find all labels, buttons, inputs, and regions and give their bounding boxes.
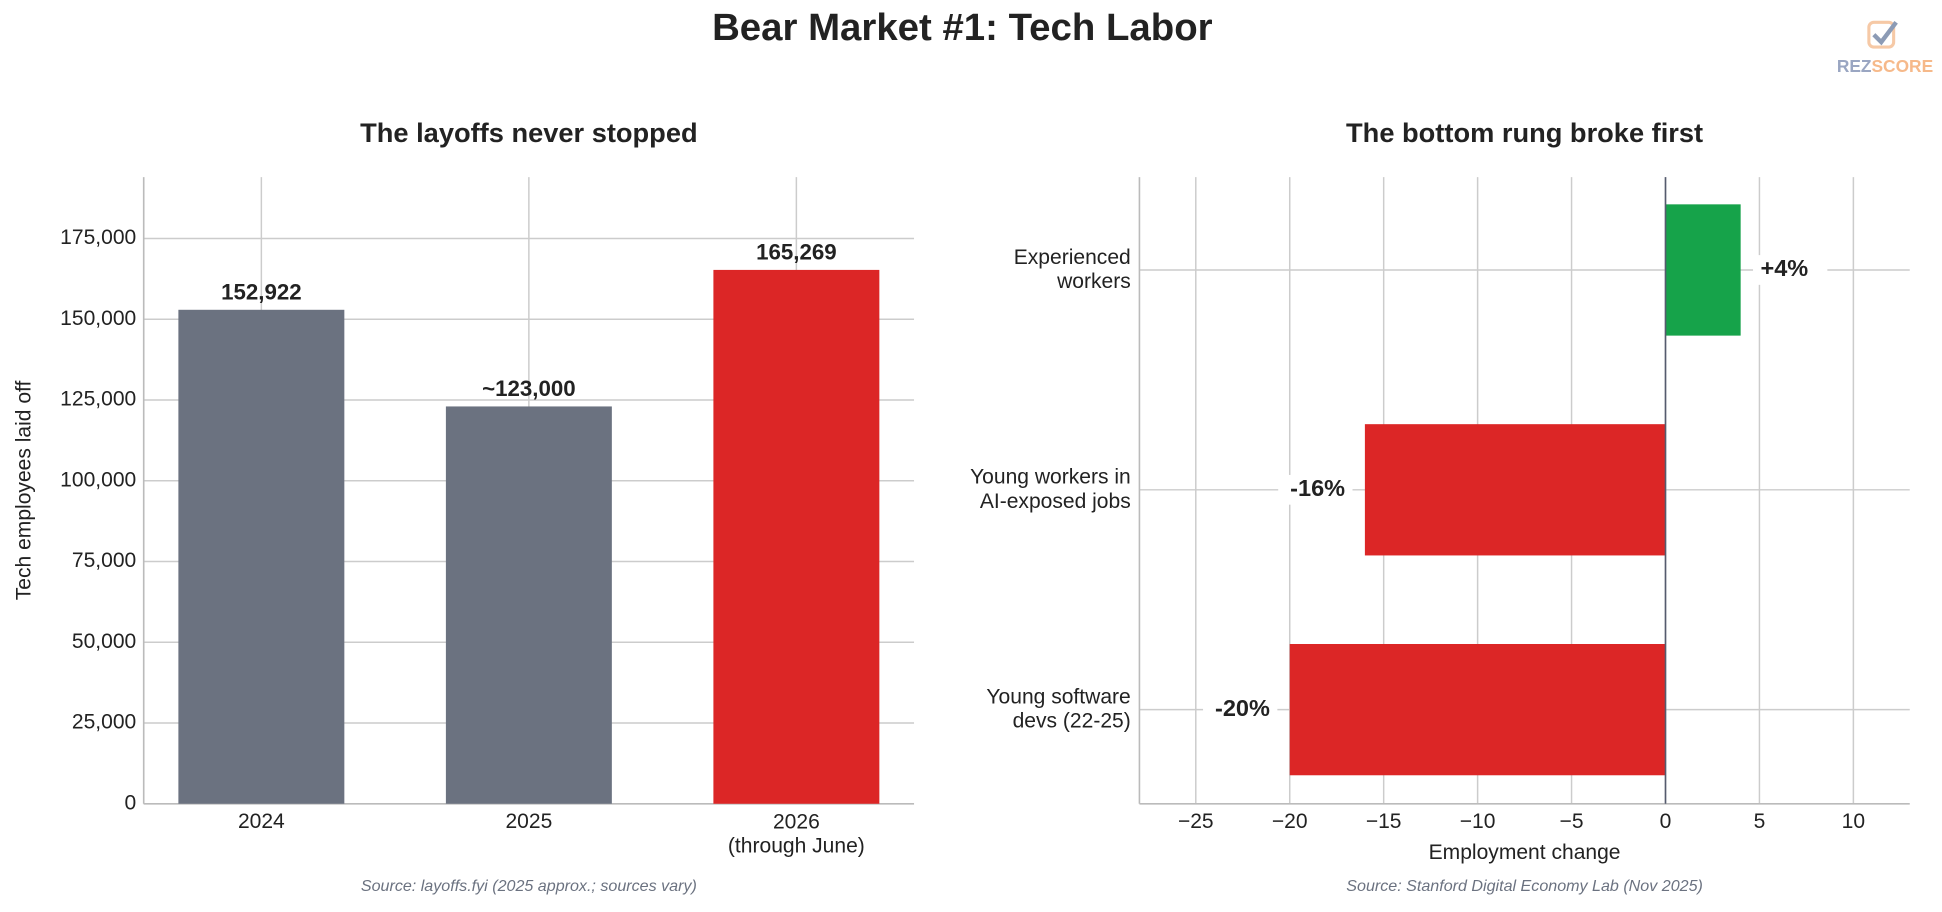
x-tick-label: 2024 [238,810,285,833]
bar [1665,204,1741,336]
value-label: +4% [1760,255,1808,281]
y-tick-label: 75,000 [72,549,136,572]
value-label: 152,922 [221,280,302,305]
x-tick-label: −15 [1366,810,1402,833]
logo-part: SCORE [1872,55,1934,75]
y-tick-label: 100,000 [60,468,136,491]
value-label: 165,269 [756,240,837,265]
y-tick-label: Young workers in AI-exposed jobs [970,465,1131,512]
y-axis-label: Tech employees laid off [12,381,35,601]
x-tick-label: 2025 [505,810,552,833]
logo-text: REZSCORE [1837,55,1933,75]
bar [1289,643,1666,776]
x-tick-label: −10 [1460,810,1496,833]
source-note: Source: Stanford Digital Economy Lab (No… [1346,877,1703,895]
y-tick-label: Experienced workers [1014,245,1131,292]
bar [445,406,612,804]
logo-icon [1867,20,1896,49]
x-axis-label: Employment change [1429,841,1621,864]
bar [178,309,345,804]
source-note: Source: layoffs.fyi (2025 approx.; sourc… [361,877,697,895]
value-label: -20% [1215,695,1270,721]
y-tick-label: 50,000 [72,630,136,653]
y-tick-label: 175,000 [60,226,136,249]
x-tick-label: 10 [1842,810,1865,833]
label-bg [1203,694,1278,725]
x-tick-label: 0 [1660,810,1672,833]
value-label: ~123,000 [482,376,576,401]
x-tick-label: −20 [1272,810,1308,833]
label-bg [1278,474,1353,505]
x-tick-label: 2026 (through June) [728,810,865,857]
y-tick-label: 25,000 [72,711,136,734]
logo-part: REZ [1837,55,1872,75]
x-tick-label: −5 [1560,810,1584,833]
y-tick-label: 0 [125,791,137,814]
logo-check [1872,20,1898,46]
bar [713,269,880,804]
page-title: Bear Market #1: Tech Labor [712,6,1213,49]
x-tick-label: −25 [1178,810,1214,833]
value-label: -16% [1290,475,1345,501]
logo: REZSCORE [1837,20,1933,75]
bar [1364,424,1666,556]
subplot-title: The bottom rung broke first [1346,117,1703,148]
subplot-title: The layoffs never stopped [360,117,697,148]
y-tick-label: Young software devs (22-25) [986,685,1130,732]
y-tick-label: 150,000 [60,307,136,330]
x-tick-label: 5 [1754,810,1766,833]
label-bg [1753,255,1828,285]
y-tick-label: 125,000 [60,388,136,411]
